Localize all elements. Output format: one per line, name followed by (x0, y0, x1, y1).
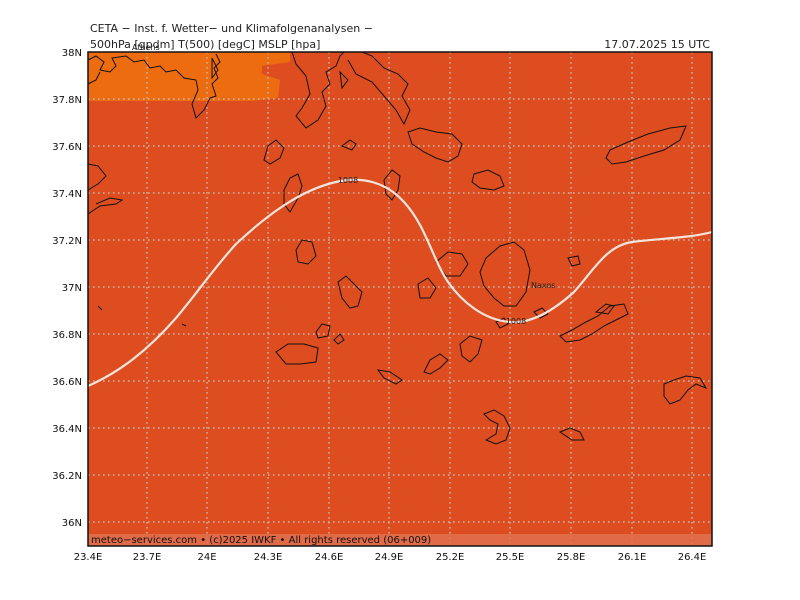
lat-tick-label: 36.8N (52, 330, 82, 341)
map-panel: 1008 1008 Athens Naxos meteo−services.co… (87, 43, 713, 547)
lat-tick-label: 37N (62, 283, 82, 294)
lon-tick-label: 23.7E (133, 552, 162, 563)
lon-tick-label: 24.3E (254, 552, 283, 563)
chart-parameters: 500hPa [gpdm] T(500) [degC] MSLP [hpa] (90, 38, 320, 51)
lon-tick-label: 24E (197, 552, 216, 563)
lat-tick-label: 38N (62, 48, 82, 59)
temperature-field (88, 52, 712, 546)
lat-tick-label: 36.4N (52, 424, 82, 435)
lat-tick-label: 36.6N (52, 377, 82, 388)
map-border (87, 51, 713, 547)
isobar-label-north: 1008 (338, 176, 358, 185)
graticule (88, 52, 712, 546)
lat-tick-label: 37.8N (52, 95, 82, 106)
lon-tick-label: 26.1E (618, 552, 647, 563)
chart-title: CETA − Inst. f. Wetter− und Klimafolgena… (90, 22, 373, 35)
lon-tick-label: 25.5E (496, 552, 525, 563)
lat-tick-label: 36.2N (52, 471, 82, 482)
footer-credit: meteo−services.com • (c)2025 IWKF • All … (91, 535, 431, 546)
lat-tick-label: 37.2N (52, 236, 82, 247)
isobar-1008 (87, 178, 713, 388)
lat-tick-label: 37.4N (52, 189, 82, 200)
place-label-athens: Athens (132, 43, 160, 52)
lon-tick-label: 25.2E (436, 552, 465, 563)
warm-temperature-patch (88, 52, 290, 101)
footer-strip (88, 534, 712, 546)
coastlines (87, 51, 708, 445)
lon-tick-label: 26.4E (678, 552, 707, 563)
lat-tick-label: 37.6N (52, 142, 82, 153)
place-label-naxos: Naxos (531, 281, 555, 290)
valid-time: 17.07.2025 15 UTC (604, 38, 710, 51)
lon-tick-label: 24.9E (375, 552, 404, 563)
lat-tick-label: 36N (62, 518, 82, 529)
lat-axis: 38N 37.8N 37.6N 37.4N 37.2N 37N 36.8N 36… (52, 48, 82, 529)
lon-tick-label: 24.6E (315, 552, 344, 563)
lon-axis: 23.4E 23.7E 24E 24.3E 24.6E 24.9E 25.2E … (74, 552, 707, 563)
isobar-label-south: 1008 (506, 317, 526, 326)
lon-tick-label: 23.4E (74, 552, 103, 563)
lon-tick-label: 25.8E (557, 552, 586, 563)
